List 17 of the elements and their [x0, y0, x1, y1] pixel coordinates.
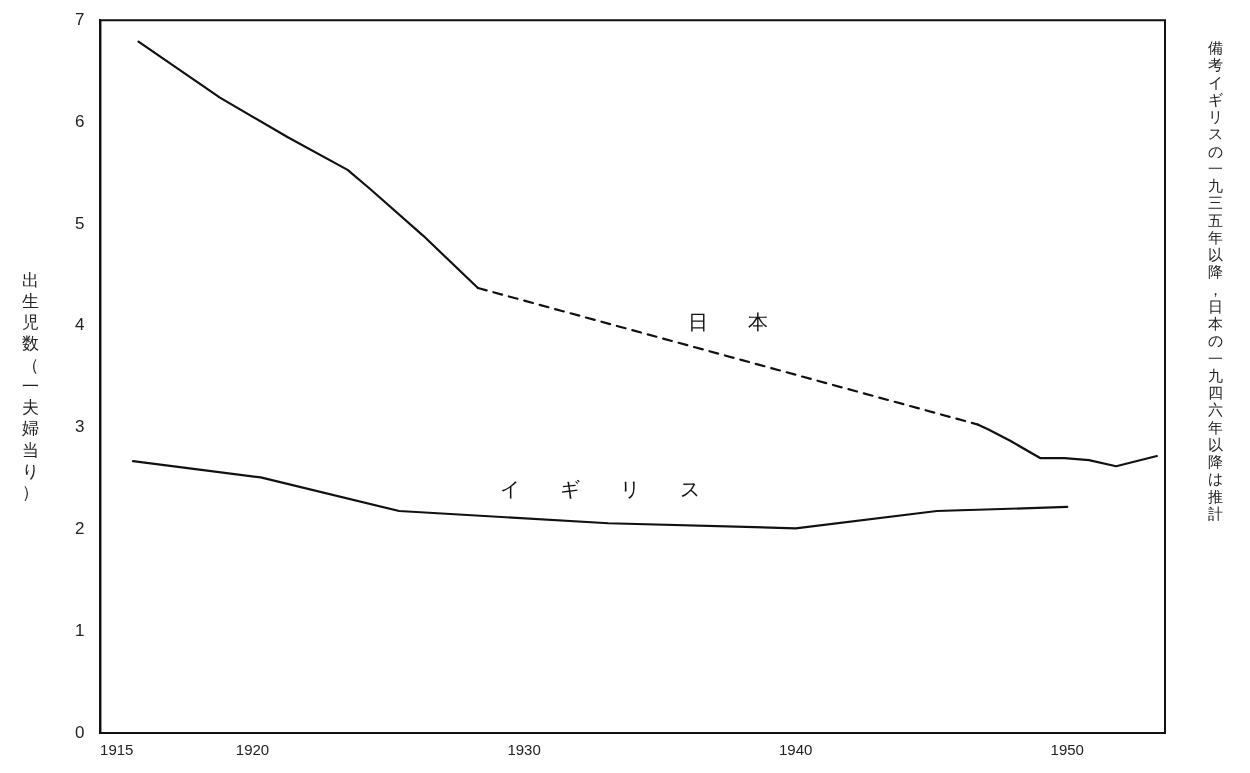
y-tick-label: 0: [74, 722, 85, 742]
text: 備考イギリスの一九三五年以降，日本の一九四六年以降は推計: [1207, 39, 1223, 523]
y-tick-label: 4: [74, 315, 85, 335]
y-tick-label: 1: [74, 620, 85, 640]
y-tick-label: 7: [74, 9, 85, 29]
x-tick-label: 1950: [1050, 741, 1084, 759]
x-tick-label: 1915: [100, 741, 134, 759]
series-label: イギリス: [500, 476, 741, 501]
y-tick-label: 3: [74, 417, 85, 437]
series-label: 日本: [687, 310, 808, 335]
x-tick-label: 1930: [507, 741, 541, 759]
text: 出生児数（一夫婦当り）: [21, 269, 39, 503]
y-tick-label: 6: [74, 111, 85, 131]
y-tick-label: 5: [74, 213, 85, 233]
y-tick-label: 2: [74, 519, 85, 539]
x-tick-label: 1920: [235, 741, 270, 759]
x-tick-label: 1940: [778, 741, 813, 759]
